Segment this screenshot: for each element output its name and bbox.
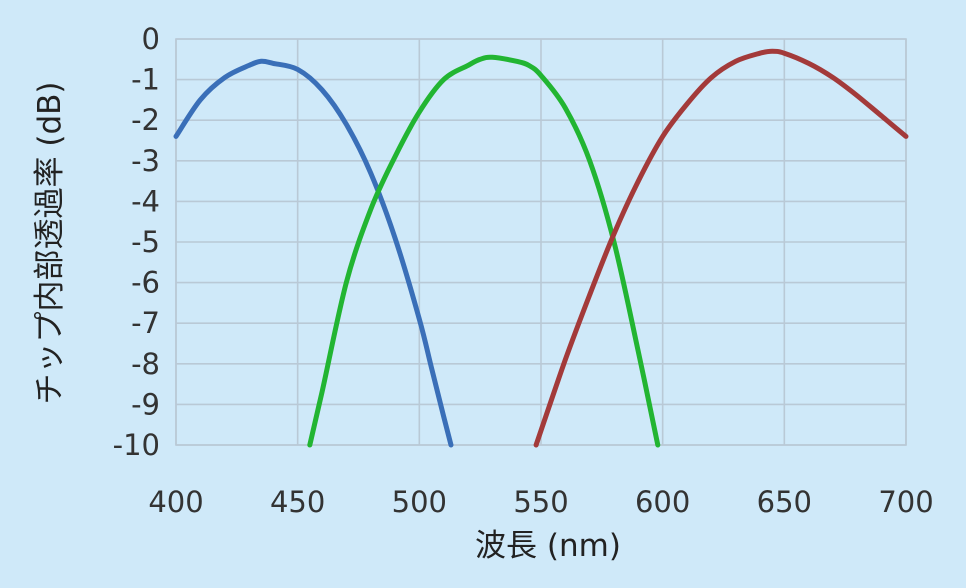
y-tick-label: -6 (131, 266, 160, 300)
y-tick-label: 0 (142, 22, 160, 56)
x-tick-label: 700 (878, 485, 933, 519)
series-line-2 (307, 54, 661, 448)
y-tick-label: -5 (131, 225, 160, 259)
x-tick-label: 550 (513, 485, 568, 519)
x-axis-title: 波長 (nm) (475, 528, 621, 564)
x-tick-label: 600 (635, 485, 690, 519)
grid-lines (175, 38, 907, 446)
x-tick-label: 400 (148, 485, 203, 519)
plot-area-border (175, 38, 907, 446)
y-tick-label: -3 (131, 144, 160, 178)
x-tick-label: 450 (270, 485, 325, 519)
y-tick-label: -8 (131, 347, 160, 381)
y-axis-title: チップ内部透過率 (dB) (32, 82, 68, 405)
series-line-3 (533, 48, 909, 448)
y-tick-label: -4 (131, 184, 160, 218)
x-tick-label: 650 (757, 485, 812, 519)
y-tick-label: -10 (113, 428, 160, 462)
x-tick-label: 500 (392, 485, 447, 519)
y-tick-label: -2 (131, 103, 160, 137)
series-lines (173, 48, 909, 448)
y-tick-label: -7 (131, 306, 160, 340)
tick-labels: 0 -1 -2 -3 -4 -5 -6 -7 -8 -9 -10 400 450 500 550 600 650… (113, 22, 934, 519)
y-tick-label: -9 (131, 387, 160, 421)
y-tick-label: -1 (131, 63, 160, 97)
series-line-1 (173, 58, 454, 448)
